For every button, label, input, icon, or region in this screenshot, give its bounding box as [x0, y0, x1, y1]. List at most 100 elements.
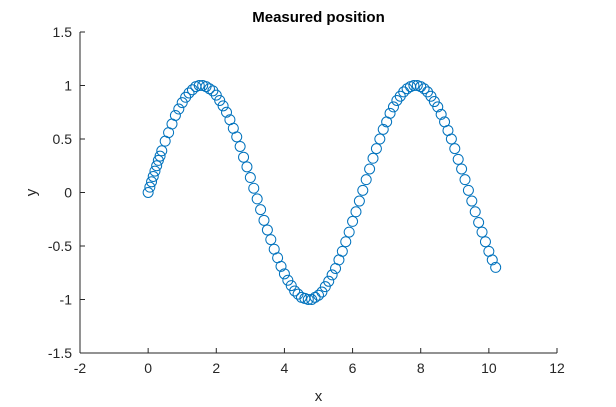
data-point	[353, 195, 365, 207]
data-point	[326, 269, 338, 281]
x-tick-label: 8	[417, 360, 425, 376]
y-tick-label: -1	[60, 292, 73, 308]
data-point	[387, 101, 399, 113]
data-point	[401, 83, 413, 95]
data-markers	[142, 80, 502, 305]
data-point	[313, 289, 324, 301]
data-point	[398, 86, 410, 98]
data-point	[241, 161, 253, 173]
data-point	[415, 81, 427, 93]
x-tick-label: 4	[281, 360, 289, 376]
axes	[79, 31, 558, 354]
x-tick-label: 10	[481, 360, 497, 376]
data-point	[151, 160, 163, 172]
data-point	[173, 103, 185, 115]
data-point	[462, 184, 474, 196]
data-point	[425, 90, 437, 102]
data-point	[347, 215, 359, 227]
data-point	[479, 236, 491, 248]
data-point	[144, 181, 156, 193]
data-point	[377, 123, 389, 135]
y-tick-label: -0.5	[48, 238, 72, 254]
data-point	[142, 187, 154, 198]
data-point	[466, 195, 478, 207]
data-point	[251, 193, 263, 205]
x-tick-label: -2	[74, 360, 87, 376]
data-point	[435, 108, 447, 120]
data-point	[357, 184, 369, 196]
data-point	[261, 224, 273, 236]
data-point	[476, 226, 488, 238]
data-point	[340, 236, 352, 248]
data-point	[428, 96, 440, 108]
data-point	[147, 170, 159, 182]
data-point	[418, 83, 430, 95]
data-point	[238, 151, 250, 163]
data-point	[244, 172, 256, 184]
data-point	[282, 274, 294, 286]
data-point	[452, 153, 464, 165]
y-tick-label: 1.5	[53, 24, 73, 40]
chart-title: Measured position	[252, 9, 385, 26]
y-tick-label: 0	[64, 185, 72, 201]
data-point	[302, 294, 314, 305]
data-point	[370, 143, 382, 155]
x-tick-label: 0	[144, 360, 152, 376]
data-point	[316, 286, 328, 298]
data-point	[278, 268, 290, 280]
data-point	[156, 145, 168, 157]
x-tick-label: 2	[212, 360, 220, 376]
data-point	[459, 174, 471, 186]
data-point	[193, 80, 205, 91]
data-point	[234, 140, 246, 152]
chart-labels: -2 0 2 4 6 8 10 12 -1.5 -1 -0.5 0 0.5 1 1.5 Measured po…	[23, 9, 565, 405]
data-point	[309, 291, 321, 303]
data-point	[343, 226, 355, 238]
data-point	[214, 94, 226, 106]
data-point	[146, 176, 158, 188]
data-point	[449, 143, 461, 155]
y-tick-label: -1.5	[48, 345, 72, 361]
data-point	[336, 245, 348, 257]
x-axis-label: x	[315, 388, 323, 405]
data-point	[432, 101, 444, 113]
data-point	[221, 106, 233, 118]
data-point	[203, 83, 215, 95]
data-point	[248, 182, 260, 194]
data-point	[445, 133, 457, 145]
x-tick-label: 6	[349, 360, 357, 376]
data-point	[323, 275, 335, 287]
data-point	[265, 234, 277, 246]
data-point	[486, 254, 498, 266]
data-point	[384, 107, 396, 119]
data-point	[374, 133, 386, 145]
y-tick-label: 0.5	[53, 131, 73, 147]
y-axis-label: y	[23, 188, 40, 196]
data-point	[231, 131, 243, 143]
x-tick-label: 12	[549, 360, 565, 376]
data-point	[364, 163, 376, 175]
data-point	[258, 214, 270, 226]
data-point	[285, 280, 297, 292]
data-point	[408, 80, 420, 91]
data-point	[217, 100, 229, 112]
data-point	[210, 89, 222, 101]
data-point	[183, 87, 195, 99]
data-point	[154, 150, 166, 162]
data-point	[456, 163, 468, 175]
data-point	[473, 216, 485, 228]
data-point	[275, 260, 287, 272]
data-point	[255, 204, 267, 216]
data-point	[350, 206, 362, 218]
data-point	[319, 281, 331, 293]
data-point	[149, 165, 161, 177]
data-point	[360, 174, 372, 186]
y-tick-label: 1	[64, 78, 72, 94]
data-point	[176, 97, 188, 109]
data-point	[289, 285, 301, 297]
data-point	[367, 152, 379, 164]
data-point	[169, 109, 181, 121]
data-point	[490, 261, 502, 273]
